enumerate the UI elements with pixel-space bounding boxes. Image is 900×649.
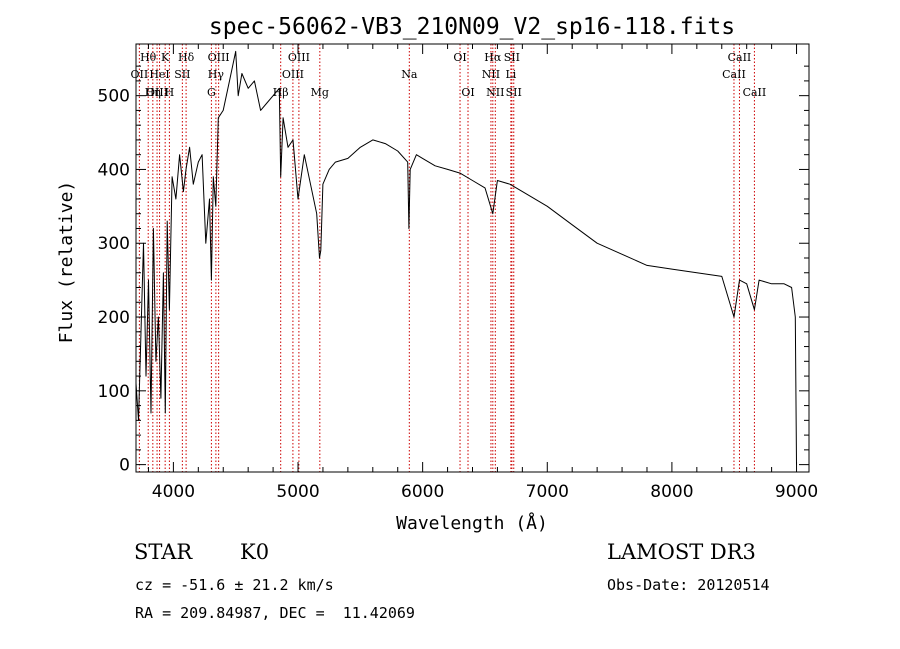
spectral-line-label: Hθ [140, 51, 157, 64]
y-tick-label: 400 [98, 160, 130, 180]
x-axis-ticks: 4000 5000 6000 7000 8000 9000 [147, 44, 818, 502]
spectral-line-label: Li [505, 68, 516, 81]
spectral-line-label: OI [461, 86, 474, 99]
spectral-line-label: H [165, 86, 175, 99]
spectral-line-label: CaII [722, 68, 746, 81]
survey-name: LAMOST DR3 [607, 540, 756, 564]
spectral-line-label: OIII [208, 51, 230, 64]
spectral-line-label: Na [401, 68, 418, 81]
object-subclass: K0 [240, 540, 270, 564]
spectral-line-label: Hα [484, 51, 502, 64]
y-axis-label: Flux (relative) [56, 181, 77, 344]
x-axis-label: Wavelength (Å) [396, 512, 548, 534]
object-class: STAR [134, 540, 193, 564]
x-tick-label: 4000 [152, 482, 195, 502]
spectral-line-label: K [161, 51, 170, 64]
obs-date: Obs-Date: 20120514 [607, 576, 770, 594]
y-tick-label: 0 [119, 456, 130, 476]
plot-frame [135, 43, 810, 473]
spectral-line-label: OI [453, 51, 466, 64]
y-tick-label: 500 [98, 87, 130, 107]
spectral-line-label: SII [174, 68, 190, 81]
redshift-text: cz = -51.6 ± 21.2 km/s [135, 576, 334, 594]
y-tick-label: 100 [98, 382, 130, 402]
y-tick-label: 300 [98, 234, 130, 254]
chart-title: spec-56062-VB3_210N09_V2_sp16-118.fits [209, 14, 735, 40]
y-axis-ticks: 0 100 200 300 400 500 [98, 65, 809, 476]
spectral-line-label: NII [482, 68, 500, 81]
spectrum-line [135, 50, 797, 465]
spectral-line-label: Hγ [208, 68, 225, 81]
spectral-line-label: OIII [288, 51, 310, 64]
spectral-line-label: CaII [743, 86, 767, 99]
spectral-line-label: OIII [146, 86, 168, 99]
spectral-line-label: Mg [311, 86, 329, 99]
spectral-line-markers [138, 44, 755, 472]
spectral-line-label: Hδ [178, 51, 195, 64]
spectral-line-label: OII [131, 68, 149, 81]
x-tick-label: 6000 [401, 482, 444, 502]
spectral-line-label: Hη [145, 86, 161, 99]
spectral-line-label: G [207, 86, 216, 99]
spectral-line-label: Hβ [273, 86, 289, 99]
x-tick-label: 7000 [526, 482, 569, 502]
spectral-line-label: NII [486, 86, 504, 99]
x-tick-label: 5000 [276, 482, 319, 502]
spectral-line-label: HeI [149, 68, 169, 81]
spectral-line-label: OIII [282, 68, 304, 81]
spectral-line-label: SII [504, 51, 520, 64]
coordinates: RA = 209.84987, DEC = 11.42069 [135, 604, 415, 622]
x-tick-label: 8000 [650, 482, 693, 502]
spectrum-chart: spec-56062-VB3_210N09_V2_sp16-118.fits H… [56, 14, 818, 534]
x-tick-label: 9000 [775, 482, 818, 502]
y-tick-label: 200 [98, 308, 130, 328]
spectral-line-label: CaII [728, 51, 752, 64]
spectral-line-label: SII [506, 86, 522, 99]
